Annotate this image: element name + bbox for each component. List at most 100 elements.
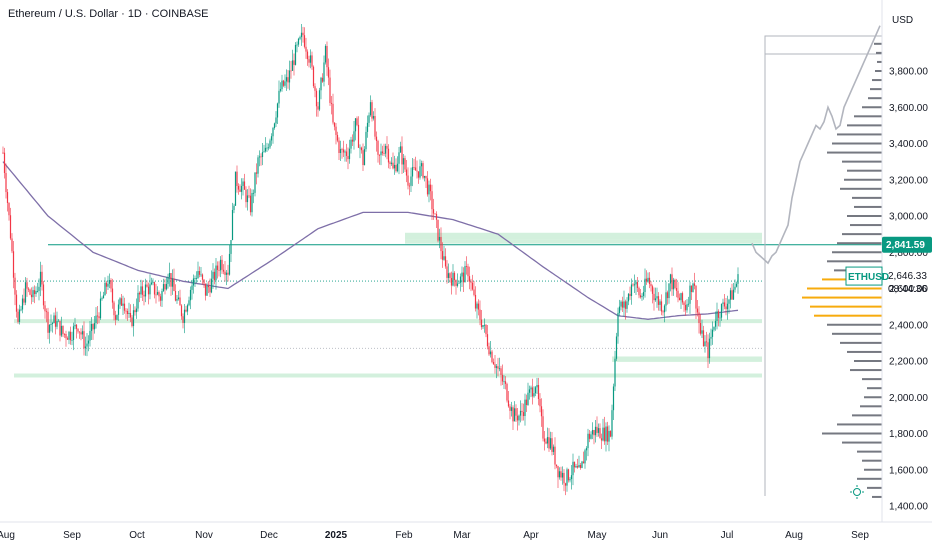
sun-icon[interactable] <box>850 485 864 499</box>
candle-body <box>554 447 555 465</box>
candle-body <box>698 312 699 323</box>
volume-bar <box>827 152 882 154</box>
candle-body <box>419 166 420 177</box>
candle-body <box>188 300 189 305</box>
currency-label[interactable]: USD <box>892 15 913 26</box>
candle-body <box>133 310 134 326</box>
candle-body <box>358 125 359 148</box>
candle-body <box>194 278 195 279</box>
candle-body <box>391 163 392 164</box>
candle-body <box>725 306 726 309</box>
candle-body <box>682 293 683 302</box>
candle-body <box>535 387 536 393</box>
candle-body <box>41 272 42 285</box>
candle-body <box>317 106 318 109</box>
candle-body <box>47 312 48 333</box>
volume-bar <box>840 188 882 190</box>
candle-body <box>421 163 422 166</box>
candle-body <box>182 316 183 323</box>
candle-body <box>334 122 335 126</box>
candle-body <box>430 185 431 192</box>
volume-bar <box>862 106 882 108</box>
candle-body <box>671 274 672 289</box>
candle-body <box>22 299 23 310</box>
candle-body <box>538 385 539 399</box>
volume-bar <box>867 387 882 389</box>
candle-body <box>694 283 695 285</box>
candle-body <box>203 280 204 284</box>
candle-body <box>74 325 75 326</box>
candle-body <box>25 282 26 302</box>
candle-body <box>733 290 734 300</box>
candle-body <box>136 309 137 313</box>
candle-body <box>446 266 447 278</box>
candle-body <box>235 172 236 206</box>
candle-body <box>589 434 590 439</box>
candle-body <box>269 140 270 147</box>
candle-body <box>256 172 257 173</box>
candle-body <box>278 91 279 104</box>
candle-body <box>155 294 156 295</box>
candle-body <box>323 62 324 81</box>
candle-body <box>469 276 470 281</box>
candle-body <box>530 387 531 389</box>
volume-bar <box>862 378 882 380</box>
candle-body <box>565 483 566 485</box>
candle-body <box>451 278 452 286</box>
candle-body <box>145 285 146 297</box>
volume-bar <box>870 88 882 90</box>
candle-body <box>685 305 686 310</box>
candle-body <box>148 287 149 295</box>
volume-bar <box>850 224 882 226</box>
candle-body <box>526 400 527 405</box>
candle-body <box>262 152 263 157</box>
candle-body <box>316 91 317 106</box>
candle-body <box>533 393 534 396</box>
candle-body <box>95 316 96 324</box>
time-tick-label: Oct <box>129 530 145 541</box>
candle-body <box>439 237 440 241</box>
volume-bar <box>860 405 882 407</box>
candle-body <box>481 320 482 327</box>
candle-body <box>7 192 8 203</box>
candle-body <box>599 428 600 438</box>
candle-body <box>713 327 714 330</box>
volume-bar <box>872 496 882 498</box>
price-tick-label: 3,800.00 <box>889 67 928 78</box>
volume-bar <box>876 52 882 54</box>
candle-body <box>455 280 456 286</box>
price-tick-label: 2,400.00 <box>889 320 928 331</box>
candle-body <box>337 135 338 141</box>
time-tick-label: Sep <box>63 530 81 541</box>
candle-body <box>638 288 639 295</box>
candle-body <box>292 60 293 70</box>
candle-body <box>688 304 689 305</box>
candle-body <box>340 149 341 153</box>
candle-body <box>40 272 41 287</box>
candle-body <box>364 149 365 165</box>
candle-body <box>118 304 119 314</box>
candle-body <box>584 450 585 463</box>
time-tick-label: Apr <box>523 530 539 541</box>
candle-body <box>695 286 696 309</box>
volume-bar <box>862 460 882 462</box>
candle-body <box>338 141 339 153</box>
candle-body <box>442 251 443 260</box>
candle-body <box>61 326 62 336</box>
candle-body <box>185 310 186 312</box>
time-tick-label: Aug <box>0 530 15 541</box>
volume-bar <box>877 61 882 63</box>
candle-body <box>497 366 498 368</box>
candle-body <box>691 286 692 292</box>
candle-body <box>13 251 14 277</box>
candle-body <box>550 438 551 448</box>
candle-body <box>100 299 101 319</box>
candle-body <box>347 156 348 159</box>
candle-body <box>299 37 300 39</box>
candle-body <box>344 151 345 152</box>
candle-body <box>418 171 419 177</box>
candle-body <box>692 283 693 292</box>
candle-body <box>64 334 65 335</box>
